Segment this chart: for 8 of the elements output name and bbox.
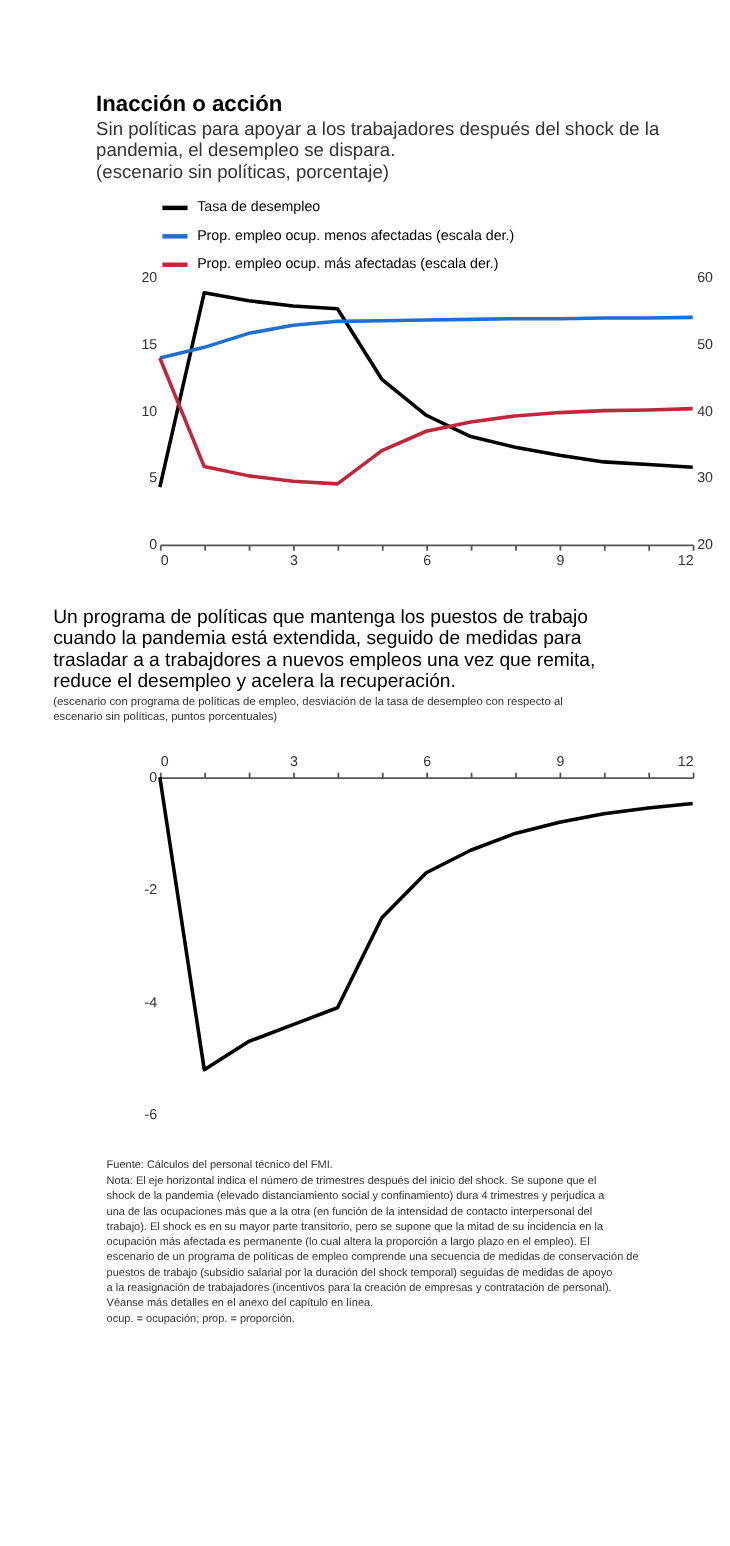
line-series: [158, 290, 695, 489]
line-series: [158, 356, 695, 486]
line-series: [158, 775, 695, 1072]
chart-title: Un programa de políticas que mantenga los puestos de trabajo cuando la pandemia está extendida, seguido de medidas para trasladar a a trabajdores a nuevos empleos una vez que remita, reduce el desempleo y acelera la recuperación.: [53, 607, 596, 694]
line-series: [158, 315, 695, 360]
chart-title: Inacción o acción: [96, 93, 283, 118]
text: (escenario sin políticas, porcentaje): [96, 161, 390, 182]
chart-subtitle: Sin políticas para apoyar a los trabajadores después del shock de la pandemia, el desempleo se dispara.: [96, 119, 661, 161]
